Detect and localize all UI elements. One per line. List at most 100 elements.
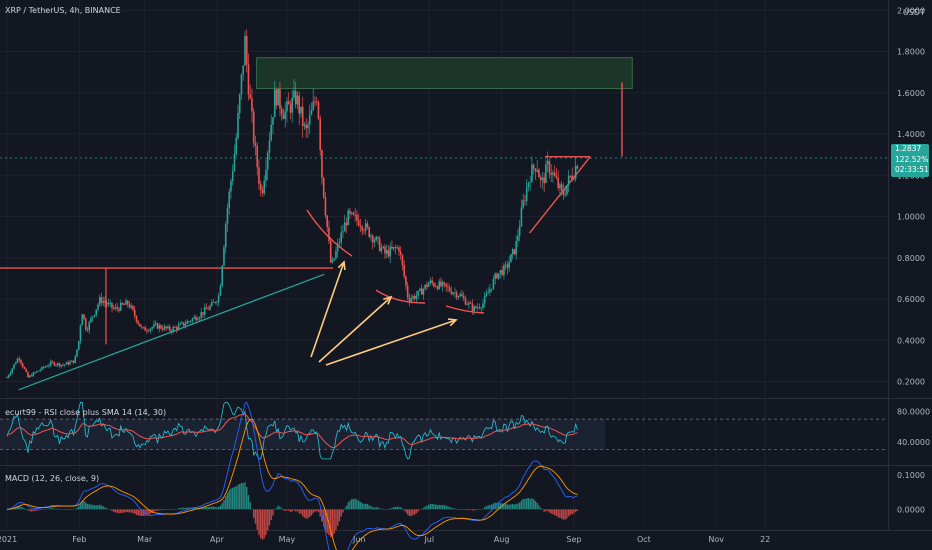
candle-body	[259, 183, 262, 191]
macd-histogram-bar	[497, 502, 500, 510]
candle-body	[133, 309, 136, 316]
candle-body	[485, 293, 488, 297]
macd-histogram-bar	[466, 509, 468, 511]
candle-body	[202, 312, 204, 315]
candle-body	[336, 243, 339, 252]
macd-histogram-bar	[373, 507, 376, 510]
candle-body	[46, 366, 49, 368]
candle-body	[322, 177, 325, 198]
candle-body	[41, 366, 43, 370]
macd-histogram-bar	[51, 508, 54, 510]
macd-histogram-bar	[155, 509, 157, 511]
macd-histogram-bar	[186, 507, 188, 510]
macd-histogram-bar	[462, 509, 465, 510]
macd-histogram-bar	[22, 507, 24, 510]
macd-histogram-bar	[114, 509, 117, 513]
macd-histogram-bar	[316, 509, 318, 512]
macd-title: MACD (12, 26, close, 9)	[5, 474, 100, 483]
macd-histogram-bar	[553, 509, 556, 516]
candle-body	[410, 298, 412, 302]
macd-histogram-bar	[438, 504, 440, 510]
macd-histogram-bar	[473, 509, 475, 511]
candle-body	[32, 372, 35, 377]
price-tick-label: 2.0000	[897, 6, 925, 15]
macd-histogram-bar	[405, 509, 407, 513]
candle-body	[70, 360, 73, 362]
macd-histogram-bar	[295, 509, 297, 512]
candle-body	[466, 304, 468, 306]
macd-histogram-bar	[480, 509, 482, 510]
candle-body	[37, 370, 40, 372]
candle-body	[240, 74, 243, 95]
macd-histogram-bar	[267, 509, 269, 531]
candle-body	[310, 109, 313, 115]
candle-body	[513, 249, 516, 255]
time-tick-label: Nov	[708, 535, 724, 544]
arrow-2-head	[383, 295, 393, 305]
macd-histogram-bar	[247, 495, 250, 510]
macd-histogram-bar	[237, 484, 239, 510]
candle-body	[219, 285, 222, 296]
candle-body	[175, 327, 178, 330]
candle-body	[25, 369, 28, 373]
candle-body	[539, 177, 542, 181]
macd-histogram-bar	[34, 509, 36, 512]
candle-body	[399, 251, 402, 255]
macd-histogram-bar	[76, 507, 78, 510]
candle-body	[559, 184, 561, 189]
macd-histogram-bar	[251, 509, 253, 510]
candle-body	[216, 301, 218, 303]
arrow-3-head	[447, 318, 458, 327]
macd-histogram-bar	[443, 505, 446, 510]
macd-histogram-bar	[86, 503, 89, 510]
candle-body	[16, 358, 19, 363]
macd-histogram-bar	[310, 509, 313, 516]
candle-body	[279, 89, 281, 109]
candle-body	[140, 326, 143, 328]
macd-histogram-bar	[279, 506, 281, 510]
candle-body	[380, 247, 383, 252]
candle-body	[212, 302, 215, 303]
macd-histogram-bar	[123, 509, 125, 513]
macd-histogram-bar	[441, 504, 444, 510]
macd-histogram-bar	[436, 505, 439, 510]
candle-body	[349, 210, 351, 214]
candle-body	[226, 208, 229, 225]
macd-histogram-bar	[291, 509, 293, 512]
macd-histogram-bar	[420, 509, 423, 510]
candle-body	[207, 308, 210, 310]
macd-histogram-bar	[258, 509, 260, 536]
macd-histogram-bar	[564, 509, 566, 520]
macd-histogram-bar	[545, 509, 547, 512]
candle-body	[531, 164, 533, 182]
rsi-tick-label: 80.0000	[897, 407, 930, 416]
candle-body	[335, 251, 337, 259]
candle-body	[461, 294, 463, 297]
macd-histogram-bar	[345, 505, 348, 510]
macd-histogram-bar	[532, 499, 535, 510]
macd-histogram-bar	[144, 509, 146, 516]
macd-histogram-bar	[352, 498, 355, 510]
candle-body	[179, 323, 182, 325]
macd-histogram-bar	[300, 509, 302, 514]
candle-body	[468, 302, 470, 305]
candle-body	[517, 235, 519, 241]
candles	[6, 29, 579, 379]
macd-histogram-bar	[83, 501, 85, 510]
rsi-sma-line	[6, 413, 578, 449]
chart-overlay-drawings[interactable]	[0, 157, 888, 366]
macd-histogram-bar	[43, 509, 45, 510]
macd-histogram-bar	[478, 509, 481, 510]
macd-histogram-bar	[452, 508, 454, 510]
candle-body	[119, 302, 122, 311]
candle-body	[214, 302, 217, 303]
candle-body	[510, 254, 512, 263]
candle-body	[9, 372, 12, 376]
candle-body	[354, 214, 357, 216]
macd-histogram-bar	[515, 503, 517, 510]
candle-body	[405, 276, 407, 286]
macd-histogram-bar	[16, 506, 19, 510]
candle-body	[20, 359, 22, 364]
macd-histogram-bar	[148, 509, 150, 515]
